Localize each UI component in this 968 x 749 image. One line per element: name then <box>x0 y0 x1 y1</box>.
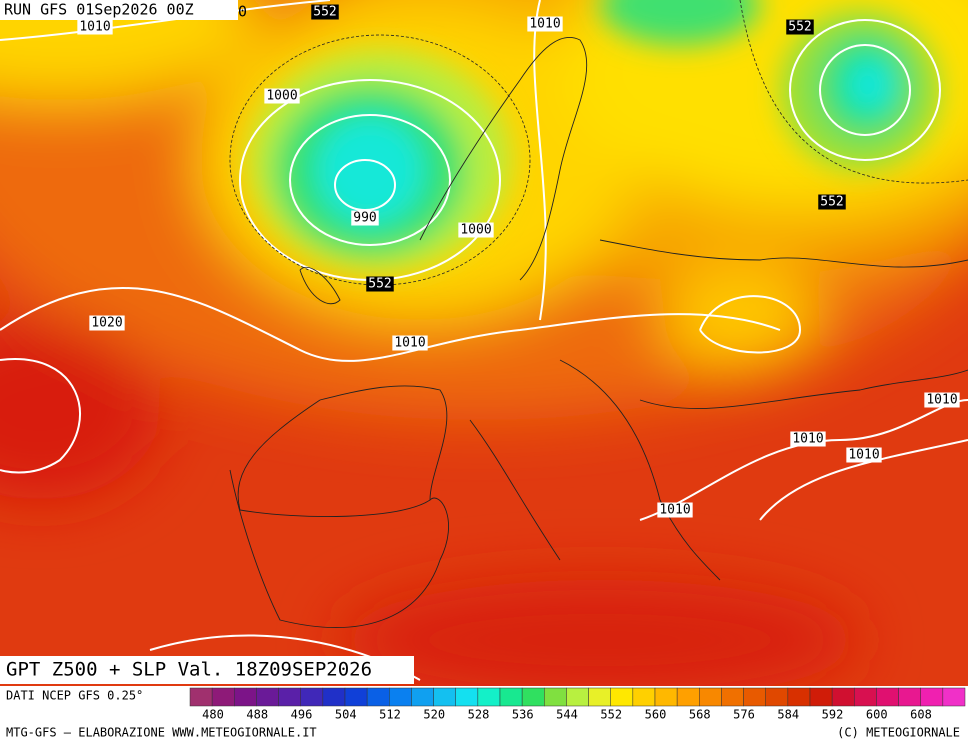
colorbar-swatch <box>566 687 589 707</box>
colorbar-swatch <box>654 687 678 707</box>
colorbar-swatch <box>211 687 235 707</box>
contour-label: 1000 <box>460 223 491 238</box>
contour-label-box <box>89 315 125 331</box>
colorbar-label: 528 <box>468 708 490 722</box>
map-field <box>0 0 968 686</box>
colorbar-swatch <box>588 687 611 707</box>
colorbar-label: 504 <box>335 708 357 722</box>
contour-label: 1010 <box>792 432 823 447</box>
footer-right: (C) METEOGIORNALE <box>837 726 960 740</box>
colorbar-swatch <box>876 687 899 707</box>
contour-label-box <box>790 431 826 447</box>
source-label: DATI NCEP GFS 0.25° <box>6 689 143 703</box>
colorbar-label: 584 <box>777 708 799 722</box>
contour-label: 1010 <box>659 503 690 518</box>
colorbar-swatch <box>521 687 545 707</box>
contour-label: 1010 <box>394 336 425 351</box>
colorbar-label: 512 <box>379 708 401 722</box>
colorbar-swatch <box>411 687 434 707</box>
contour-label: 1010 <box>848 448 879 463</box>
colorbar-swatch <box>610 687 634 707</box>
run-box <box>0 0 238 20</box>
contour-label-box <box>786 19 814 35</box>
colorbar-swatch <box>898 687 921 707</box>
colorbar-swatch <box>477 687 501 707</box>
contour-label-box <box>366 276 394 292</box>
colorbar-label: 536 <box>512 708 534 722</box>
colorbar-swatch <box>256 687 279 707</box>
colorbar-swatch <box>234 687 257 707</box>
colorbar-swatch <box>499 687 523 707</box>
colorbar-swatch <box>322 687 346 707</box>
footer-left: MTG-GFS – ELABORAZIONE WWW.METEOGIORNALE… <box>6 726 317 740</box>
map-title: GPT Z500 + SLP Val. 18Z09SEP2026 <box>6 659 372 681</box>
contour-label-box <box>392 335 428 351</box>
contour-label: 552 <box>788 20 811 35</box>
contour-label-box <box>264 88 300 104</box>
colorbar-swatch <box>854 687 877 707</box>
contour-label-box <box>458 222 494 238</box>
colorbar-swatch <box>920 687 944 707</box>
colorbar-label: 544 <box>556 708 578 722</box>
contour-label: 552 <box>313 5 336 20</box>
contour-label-box <box>527 16 563 32</box>
contour-label-box <box>351 210 379 226</box>
contour-label: 1010 <box>79 20 110 35</box>
colorbar-swatch <box>300 687 324 707</box>
colorbar-swatch <box>389 687 412 707</box>
contour-label-box <box>846 447 882 463</box>
colorbar-swatch <box>743 687 766 707</box>
colorbar-label: 488 <box>246 708 268 722</box>
colorbar-swatch <box>632 687 656 707</box>
contour-label: 990 <box>353 211 376 226</box>
colorbar-swatch <box>942 687 966 707</box>
contour-label: 1010 <box>926 393 957 408</box>
colorbar-label: 576 <box>733 708 755 722</box>
colorbar-swatch <box>433 687 456 707</box>
contour-label: 1010 <box>529 17 560 32</box>
contour-label: 552 <box>368 277 391 292</box>
colorbar-swatch <box>455 687 479 707</box>
colorbar-label: 560 <box>645 708 667 722</box>
colorbar-label: 496 <box>291 708 313 722</box>
contour-label: 1000 <box>266 89 297 104</box>
contour-label-box <box>311 4 339 20</box>
corner-label: 0 <box>238 3 247 21</box>
colorbar-label: 600 <box>866 708 888 722</box>
colorbar-label: 520 <box>423 708 445 722</box>
colorbar-swatch <box>676 687 700 707</box>
contour-label-box <box>77 19 113 35</box>
colorbar-swatch <box>831 687 855 707</box>
colorbar-swatch <box>189 687 213 707</box>
colorbar-swatch <box>544 687 567 707</box>
colorbar-label: 592 <box>822 708 844 722</box>
colorbar-swatch <box>721 687 744 707</box>
run-label: RUN GFS 01Sep2026 00Z <box>4 1 194 19</box>
colorbar-swatch <box>366 687 390 707</box>
contour-label-box <box>657 502 693 518</box>
contour-label-box <box>818 194 846 210</box>
colorbar-swatch <box>765 687 789 707</box>
colorbar-swatch <box>787 687 811 707</box>
title-box <box>0 656 414 684</box>
contour-label: 552 <box>820 195 843 210</box>
colorbar-label: 480 <box>202 708 224 722</box>
contour-label-box <box>924 392 960 408</box>
colorbar-swatch <box>344 687 368 707</box>
colorbar-label: 608 <box>910 708 932 722</box>
colorbar-swatch <box>278 687 301 707</box>
contour-label: 1020 <box>91 316 122 331</box>
colorbar-swatch <box>809 687 833 707</box>
colorbar-swatch <box>699 687 722 707</box>
colorbar-label: 552 <box>600 708 622 722</box>
colorbar-label: 568 <box>689 708 711 722</box>
